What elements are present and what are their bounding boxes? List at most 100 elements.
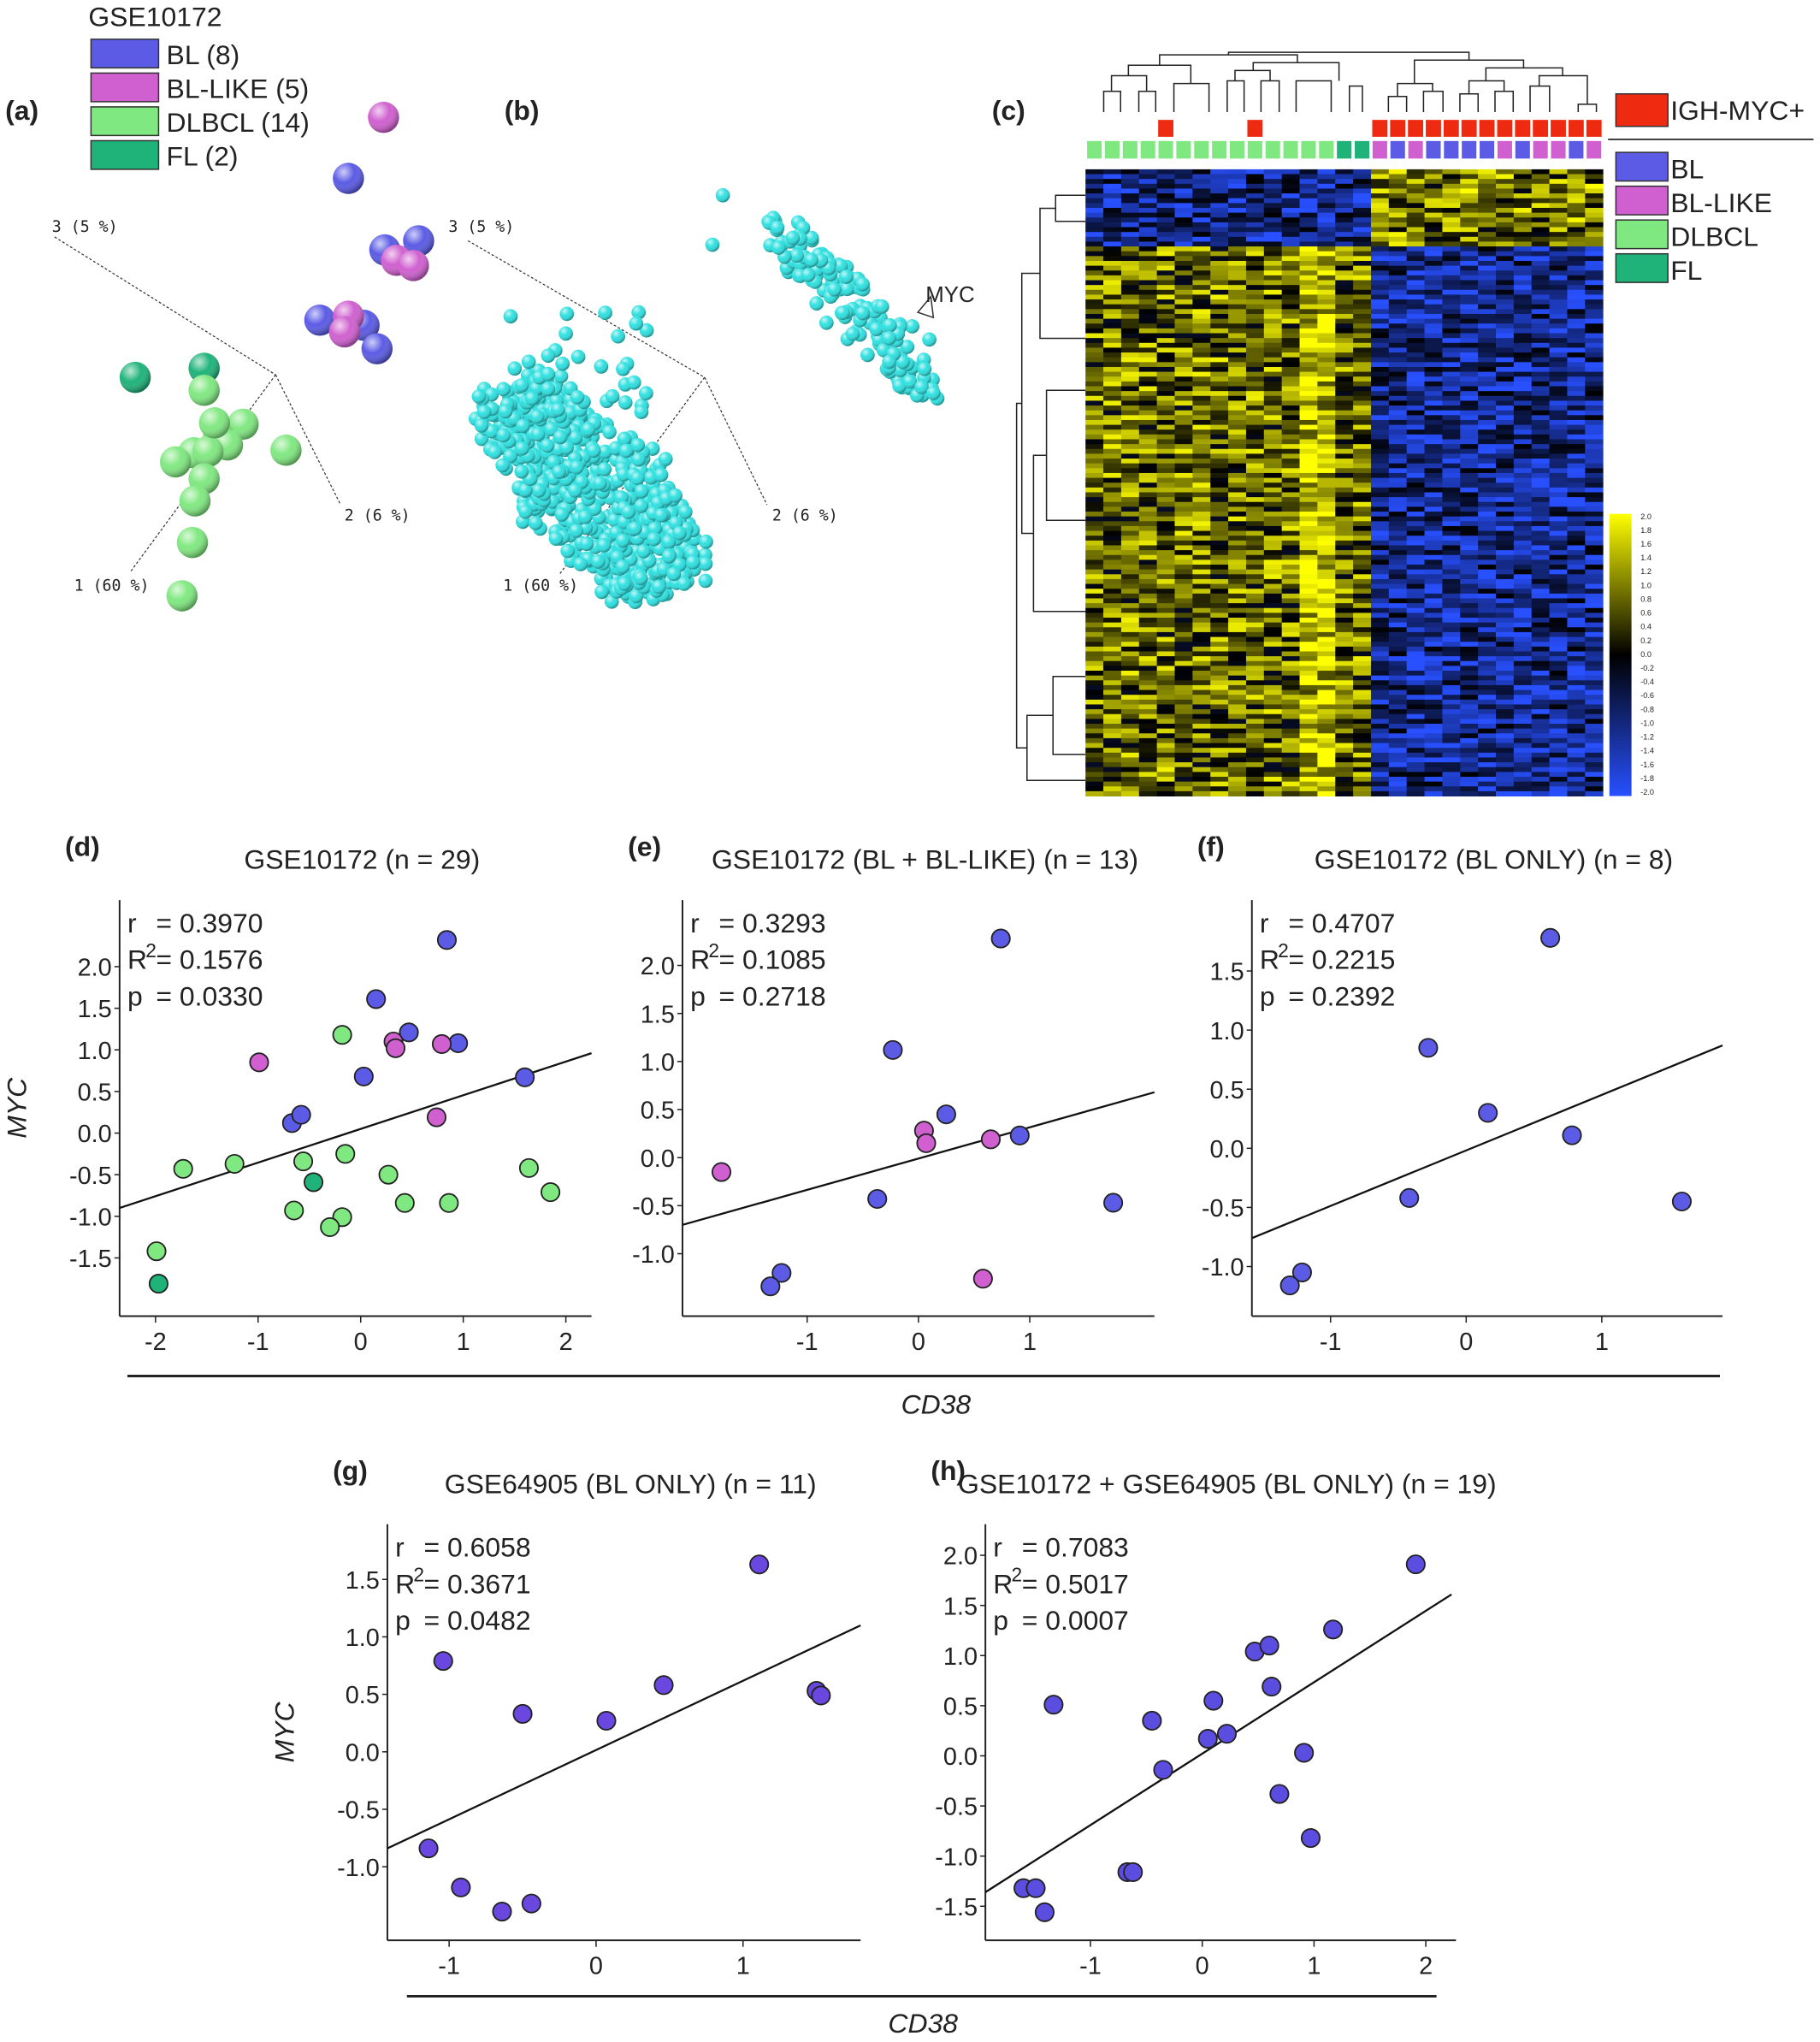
- heat-cell: [1263, 289, 1283, 295]
- heat-cell: [1317, 607, 1336, 613]
- heat-cell: [1388, 227, 1408, 233]
- heat-cell: [1478, 497, 1497, 503]
- heat-cell: [1120, 386, 1140, 392]
- heat-cell: [1478, 713, 1497, 719]
- heat-cell: [1120, 536, 1140, 542]
- heat-cell: [1353, 328, 1372, 334]
- heat-cell: [1228, 525, 1247, 532]
- heat-cell: [1245, 501, 1265, 507]
- heat-cell: [1406, 294, 1426, 300]
- heat-cell: [1513, 434, 1533, 440]
- heat-cell: [1424, 671, 1443, 677]
- heat-cell: [1353, 492, 1372, 498]
- heat-cell: [1406, 487, 1426, 493]
- heat-cell: [1442, 752, 1461, 758]
- heat-cell: [1442, 642, 1461, 648]
- heat-cell: [1192, 627, 1211, 633]
- heat-cell: [1353, 333, 1372, 339]
- heat-cell: [1138, 453, 1158, 459]
- heat-cell: [1353, 227, 1372, 233]
- cloud-shade: [629, 471, 645, 486]
- sample-flag: [1461, 120, 1477, 137]
- heat-cell: [1138, 776, 1158, 783]
- heat-cell: [1388, 236, 1408, 242]
- heat-cell: [1120, 743, 1140, 749]
- cloud-shade: [685, 554, 700, 570]
- heat-cell: [1478, 536, 1497, 542]
- heat-cell: [1460, 270, 1479, 276]
- heat-cell: [1406, 439, 1426, 445]
- heat-cell: [1442, 554, 1461, 560]
- heat-cell: [1263, 583, 1283, 589]
- heat-cell: [1495, 506, 1515, 512]
- cloud-shade: [617, 431, 632, 447]
- heat-cell: [1103, 318, 1122, 324]
- heat-cell: [1156, 222, 1175, 228]
- heat-cell: [1370, 565, 1390, 571]
- heat-cell: [1228, 400, 1247, 406]
- heat-cell: [1281, 357, 1300, 363]
- heat-cell: [1388, 666, 1408, 672]
- heat-cell: [1245, 222, 1265, 228]
- heat-cell: [1335, 603, 1354, 609]
- heat-cell: [1353, 294, 1372, 300]
- heat-cell: [1281, 776, 1300, 783]
- heat-cell: [1424, 472, 1443, 479]
- heat-cell: [1370, 227, 1390, 233]
- heat-cell: [1210, 757, 1229, 763]
- heat-cell: [1317, 660, 1336, 666]
- heat-cell: [1406, 415, 1426, 421]
- heat-cell: [1370, 728, 1390, 734]
- heat-cell: [1210, 434, 1229, 440]
- heat-cell: [1245, 550, 1265, 556]
- cloud-shade: [560, 543, 576, 559]
- cloud-shade: [529, 409, 545, 424]
- heat-cell: [1245, 294, 1265, 300]
- heat-cell: [1370, 790, 1390, 796]
- heat-cell: [1406, 333, 1426, 339]
- heat-cell: [1317, 275, 1336, 281]
- heat-cell: [1263, 400, 1283, 406]
- heat-cell: [1478, 342, 1497, 348]
- sample-group: [1282, 140, 1299, 160]
- heat-cell: [1299, 304, 1318, 310]
- heat-cell: [1424, 550, 1443, 556]
- cloud-shade: [840, 281, 854, 297]
- heat-cell: [1263, 371, 1283, 377]
- heat-cell: [1192, 675, 1211, 681]
- heat-cell: [1138, 766, 1158, 772]
- heat-cell: [1156, 304, 1175, 310]
- heat-cell: [1335, 217, 1354, 223]
- heat-cell: [1228, 713, 1247, 719]
- heat-cell: [1174, 699, 1193, 705]
- heat-cell: [1513, 405, 1533, 411]
- heat-cell: [1406, 444, 1426, 450]
- heat-cell: [1228, 752, 1247, 758]
- heat-cell: [1406, 318, 1426, 324]
- heat-cell: [1513, 232, 1533, 238]
- cloud-shade: [633, 571, 648, 586]
- heat-cell: [1299, 642, 1318, 648]
- heat-cell: [1120, 265, 1140, 271]
- heat-cell: [1370, 613, 1390, 619]
- heat-cell: [1120, 752, 1140, 758]
- heat-cell: [1156, 521, 1175, 527]
- heat-cell: [1210, 607, 1229, 613]
- heat-cell: [1388, 198, 1408, 204]
- heat-cell: [1192, 188, 1211, 194]
- heat-cell: [1174, 589, 1193, 595]
- heat-cell: [1120, 448, 1140, 454]
- heat-cell: [1120, 603, 1140, 609]
- heat-cell: [1192, 419, 1211, 426]
- heat-cell: [1317, 713, 1336, 719]
- heat-cell: [1424, 482, 1443, 488]
- heat-cell: [1317, 362, 1336, 368]
- heat-cell: [1299, 241, 1318, 247]
- heat-cell: [1210, 285, 1229, 291]
- heat-cell: [1245, 328, 1265, 334]
- heat-cell: [1424, 169, 1443, 175]
- heat-cell: [1370, 410, 1390, 416]
- heat-cell: [1085, 203, 1104, 209]
- heat-cell: [1353, 174, 1372, 180]
- heat-cell: [1174, 536, 1193, 542]
